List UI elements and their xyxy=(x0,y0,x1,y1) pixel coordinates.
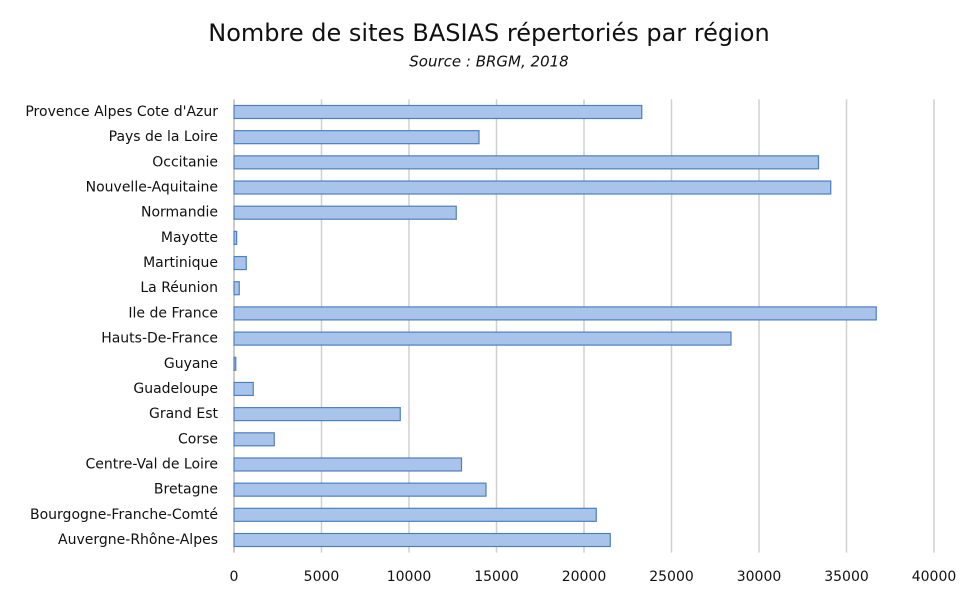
y-tick-label: Corse xyxy=(178,431,218,447)
bar xyxy=(233,482,487,497)
bar xyxy=(233,407,401,422)
bar xyxy=(233,356,237,371)
bar xyxy=(233,104,643,120)
y-tick-label: Bretagne xyxy=(154,482,218,498)
y-tick-label: Bourgogne-Franche-Comté xyxy=(30,507,218,523)
y-tick-label: Provence Alpes Cote d'Azur xyxy=(25,104,218,120)
bar xyxy=(233,255,247,271)
bar xyxy=(233,432,275,447)
bar xyxy=(233,457,463,472)
x-tick-label: 35000 xyxy=(824,569,869,585)
x-tick-label: 10000 xyxy=(387,569,432,585)
bar xyxy=(233,205,457,220)
y-tick-label: La Réunion xyxy=(140,280,218,296)
bar xyxy=(233,306,877,321)
x-tick-label: 5000 xyxy=(304,569,340,585)
bar xyxy=(233,230,238,245)
y-tick-label: Normandie xyxy=(141,205,218,221)
bar xyxy=(233,331,732,346)
bar xyxy=(233,130,480,145)
bar xyxy=(233,155,820,170)
y-tick-label: Mayotte xyxy=(161,230,218,246)
y-tick-label: Occitanie xyxy=(152,154,218,170)
bar xyxy=(233,507,597,522)
bar xyxy=(233,381,254,397)
x-tick-label: 20000 xyxy=(562,569,607,585)
bar xyxy=(233,180,832,195)
x-tick-label: 40000 xyxy=(912,569,957,585)
y-tick-label: Guyane xyxy=(164,356,218,372)
x-tick-label: 0 xyxy=(230,569,239,585)
y-tick-label: Hauts-De-France xyxy=(101,331,218,347)
y-tick-label: Grand Est xyxy=(149,406,219,422)
chart-subtitle: Source : BRGM, 2018 xyxy=(409,53,568,71)
x-tick-label: 30000 xyxy=(737,569,782,585)
x-tick-label: 25000 xyxy=(649,569,694,585)
y-tick-label: Martinique xyxy=(143,255,218,271)
bar xyxy=(233,281,240,296)
x-tick-label: 15000 xyxy=(474,569,519,585)
y-tick-label: Guadeloupe xyxy=(133,381,218,397)
y-tick-label: Pays de la Loire xyxy=(109,129,218,145)
y-tick-label: Centre-Val de Loire xyxy=(86,456,218,472)
y-tick-label: Auvergne-Rhône-Alpes xyxy=(58,532,218,548)
y-tick-label: Ile de France xyxy=(128,305,218,321)
y-tick-label: Nouvelle-Aquitaine xyxy=(86,180,218,196)
bar xyxy=(233,532,611,548)
chart-title: Nombre de sites BASIAS répertoriés par r… xyxy=(208,19,769,47)
